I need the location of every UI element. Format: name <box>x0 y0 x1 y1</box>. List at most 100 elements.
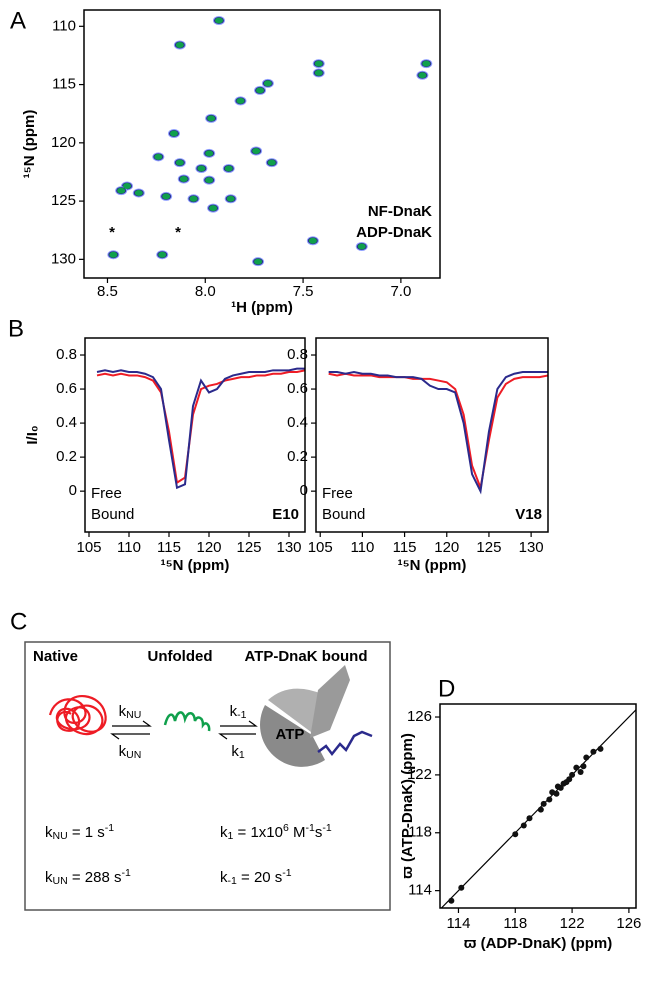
x-tick-label: 114 <box>447 915 471 932</box>
text-part: NU <box>126 709 141 721</box>
unfolded-protein <box>163 711 211 732</box>
point <box>236 97 245 104</box>
text-part: NU <box>53 830 68 842</box>
y-tick-label: 0.2 <box>287 448 308 465</box>
point <box>512 831 519 838</box>
point <box>569 771 576 778</box>
text-part: UN <box>53 875 68 887</box>
rate-label: k-1 <box>230 703 247 721</box>
point <box>537 806 544 813</box>
y-tick-label: 130 <box>51 250 76 267</box>
dnak-sbd <box>310 665 350 738</box>
y-tick-label: 0 <box>300 482 308 499</box>
point <box>175 159 184 166</box>
point <box>422 60 431 67</box>
y-tick-label: 0.2 <box>56 448 77 465</box>
point <box>252 147 261 154</box>
point <box>520 822 527 829</box>
legend-label: Free <box>322 485 353 502</box>
y-tick-label: 126 <box>407 708 432 725</box>
x-tick-label: 130 <box>276 539 301 556</box>
y-axis-label: ϖ (ATP-DnaK) (ppm) <box>399 733 416 879</box>
point <box>205 150 214 157</box>
point <box>214 17 223 24</box>
text-part: k <box>119 703 127 720</box>
point <box>224 165 233 172</box>
text-part: = 1 s <box>68 824 105 841</box>
plot-frame <box>315 337 549 533</box>
point <box>179 175 188 182</box>
text-part: k <box>45 824 53 841</box>
x-tick-label: 105 <box>76 539 101 556</box>
point <box>226 195 235 202</box>
text-part: -1 <box>228 875 237 887</box>
point <box>158 251 167 258</box>
panel-label: A <box>10 7 26 34</box>
equation: k-1 = 20 s-1 <box>220 867 292 887</box>
state-label: Native <box>33 648 78 665</box>
x-axis-label: ¹H (ppm) <box>231 299 293 316</box>
point <box>154 153 163 160</box>
point <box>205 177 214 184</box>
equilibrium-arrows <box>110 720 258 740</box>
text-part: k <box>119 743 127 760</box>
point <box>189 195 198 202</box>
y-tick-label: 0.6 <box>56 380 77 397</box>
plot-area <box>440 709 636 908</box>
plot-frame <box>83 9 441 279</box>
x-tick-label: 126 <box>616 915 641 932</box>
annotation: * <box>175 224 181 241</box>
x-axis-label: ¹⁵N (ppm) <box>398 557 467 574</box>
annotation: E10 <box>272 506 299 523</box>
text-part: 1 <box>239 749 245 761</box>
y-tick-label: 110 <box>52 17 76 34</box>
y-tick-label: 118 <box>408 824 432 841</box>
x-tick-label: 8.5 <box>97 283 118 300</box>
text-part: 6 <box>283 822 289 834</box>
legend-label: Bound <box>322 506 365 523</box>
panel-label: D <box>438 675 455 702</box>
point <box>123 182 132 189</box>
point <box>175 41 184 48</box>
legend-label: NF-DnaK <box>368 203 432 220</box>
x-tick-label: 130 <box>519 539 544 556</box>
legend-label: Free <box>91 485 122 502</box>
point <box>590 748 597 755</box>
line <box>96 367 305 490</box>
x-axis-label: ¹⁵N (ppm) <box>161 557 230 574</box>
point <box>256 87 265 94</box>
text-part: = 288 s <box>68 869 122 886</box>
rate-label: k1 <box>231 743 245 761</box>
y-tick-label: 125 <box>51 192 76 209</box>
state-label: ATP-DnaK bound <box>244 648 367 665</box>
x-tick-label: 125 <box>236 539 261 556</box>
state-label: Unfolded <box>148 648 213 665</box>
x-axis-label: ϖ (ADP-DnaK) (ppm) <box>464 935 612 952</box>
point <box>557 784 564 791</box>
text-part: k <box>231 743 239 760</box>
native-protein <box>48 695 107 736</box>
point <box>597 745 604 752</box>
x-tick-label: 115 <box>157 539 181 556</box>
x-tick-label: 7.5 <box>293 283 314 300</box>
text-part: = 20 s <box>237 869 282 886</box>
point <box>357 243 366 250</box>
text-part: k <box>230 703 238 720</box>
annotation: * <box>109 224 115 241</box>
point <box>573 764 580 771</box>
x-tick-label: 7.0 <box>390 283 411 300</box>
x-tick-label: 120 <box>434 539 459 556</box>
point <box>553 790 560 797</box>
plot-frame <box>84 337 306 533</box>
bound-peptide <box>317 730 373 757</box>
equation: k1 = 1x106 M-1s-1 <box>220 822 332 842</box>
plot-area <box>328 371 548 495</box>
legend-label: ADP-DnaK <box>356 224 432 241</box>
point <box>546 796 553 803</box>
y-tick-label: 0.6 <box>287 380 308 397</box>
text-part: -1 <box>305 822 314 834</box>
point <box>169 130 178 137</box>
plot-area <box>96 367 305 490</box>
